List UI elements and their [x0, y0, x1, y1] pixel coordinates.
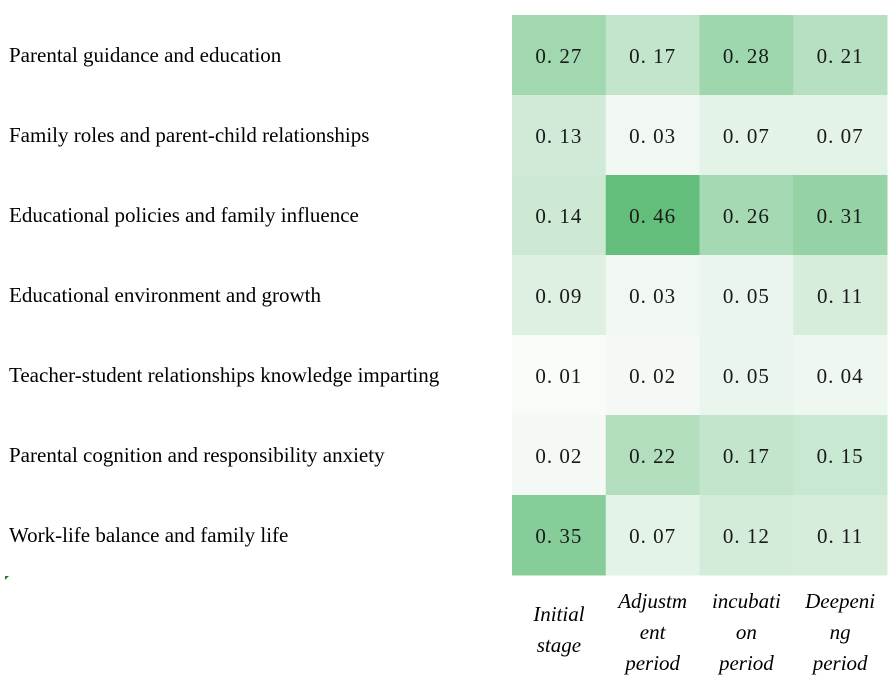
- heatmap-cell: [605, 95, 700, 176]
- cell-value-label: 0. 31: [817, 204, 864, 228]
- heatmap-cell: [699, 255, 794, 336]
- cell-value-label: 0. 05: [723, 284, 770, 308]
- cell-value-label: 0. 02: [535, 444, 582, 468]
- cell-value-label: 0. 46: [629, 204, 676, 228]
- heatmap-cell: [699, 335, 794, 416]
- heatmap-cell: [512, 95, 607, 176]
- row-labels: Parental guidance and education Family ro…: [9, 43, 440, 547]
- heatmap-cell: [512, 175, 607, 256]
- cell-value-label: 0. 17: [723, 444, 770, 468]
- heatmap-cell: [605, 255, 700, 336]
- cell-value-label: 0. 11: [817, 284, 863, 308]
- row-label: Teacher-student relationships knowledge …: [9, 363, 440, 387]
- row-label: Parental cognition and responsibility an…: [9, 443, 385, 467]
- heatmap-cell: [699, 95, 794, 176]
- heatmap-cell: [512, 335, 607, 416]
- cell-value-label: 0. 26: [723, 204, 770, 228]
- column-labels: Initial stage Adjustm ent period incubati on pe…: [532, 589, 875, 675]
- column-label-line: period: [717, 651, 774, 675]
- heatmap-cell: [512, 415, 607, 496]
- column-label-line: Adjustm: [616, 589, 687, 613]
- cell-value-label: 0. 01: [535, 364, 582, 388]
- heatmap-cell: [512, 255, 607, 336]
- heatmap-cell: [793, 255, 888, 336]
- cell-value-label: 0. 15: [817, 444, 864, 468]
- column-label-line: ent: [640, 620, 667, 644]
- column-label-line: Deepeni: [804, 589, 875, 613]
- heatmap-cell: [793, 415, 888, 496]
- row-label: Educational policies and family influenc…: [9, 203, 359, 227]
- cell-value-label: 0. 03: [629, 124, 676, 148]
- heatmap-cell: [793, 15, 888, 96]
- heatmap-cell: [605, 495, 700, 576]
- cell-value-label: 0. 14: [535, 204, 582, 228]
- cell-value-label: 0. 07: [629, 524, 676, 548]
- heatmap-cell: [699, 175, 794, 256]
- cell-value-label: 0. 13: [535, 124, 582, 148]
- cell-value-label: 0. 11: [817, 524, 863, 548]
- heatmap-cell: [793, 335, 888, 416]
- cell-value-label: 0. 05: [723, 364, 770, 388]
- row-label: Work-life balance and family life: [9, 523, 288, 547]
- heatmap-cell: [793, 495, 888, 576]
- heatmap-cells: 0. 27 0. 17 0. 28 0. 21 0. 13 0. 03 0. 07 0. 07…: [512, 15, 888, 576]
- cell-value-label: 0. 02: [629, 364, 676, 388]
- row-label: Parental guidance and education: [9, 43, 282, 67]
- column-label-line: Initial: [532, 602, 584, 626]
- cell-value-label: 0. 22: [629, 444, 676, 468]
- cell-value-label: 0. 21: [817, 44, 864, 68]
- heatmap-cell: [699, 15, 794, 96]
- cell-value-label: 0. 12: [723, 524, 770, 548]
- cell-value-label: 0. 17: [629, 44, 676, 68]
- heatmap-cell: [605, 335, 700, 416]
- column-label-line: on: [736, 620, 757, 644]
- cell-value-label: 0. 07: [723, 124, 770, 148]
- cell-value-label: 0. 27: [535, 44, 582, 68]
- cell-value-label: 0. 35: [535, 524, 582, 548]
- heatmap-cell: [793, 95, 888, 176]
- cell-value-label: 0. 07: [817, 124, 864, 148]
- corner-mark: [5, 576, 9, 580]
- cell-value-label: 0. 04: [817, 364, 864, 388]
- cell-value-label: 0. 28: [723, 44, 770, 68]
- heatmap-cell: [605, 15, 700, 96]
- column-label-line: period: [811, 651, 868, 675]
- column-label-line: period: [623, 651, 680, 675]
- heatmap-cell: [699, 415, 794, 496]
- row-label: Family roles and parent-child relationsh…: [9, 123, 369, 147]
- heatmap-cell: [699, 495, 794, 576]
- column-label-line: stage: [537, 633, 581, 657]
- heatmap-cell: [512, 495, 607, 576]
- heatmap-cell: [793, 175, 888, 256]
- heatmap-cell: [605, 175, 700, 256]
- heatmap-cell: [512, 15, 607, 96]
- cell-value-label: 0. 03: [629, 284, 676, 308]
- cell-value-label: 0. 09: [535, 284, 582, 308]
- column-label-line: ng: [830, 620, 851, 644]
- row-label: Educational environment and growth: [9, 283, 321, 307]
- column-label-line: incubati: [712, 589, 781, 613]
- heatmap-cell: [605, 415, 700, 496]
